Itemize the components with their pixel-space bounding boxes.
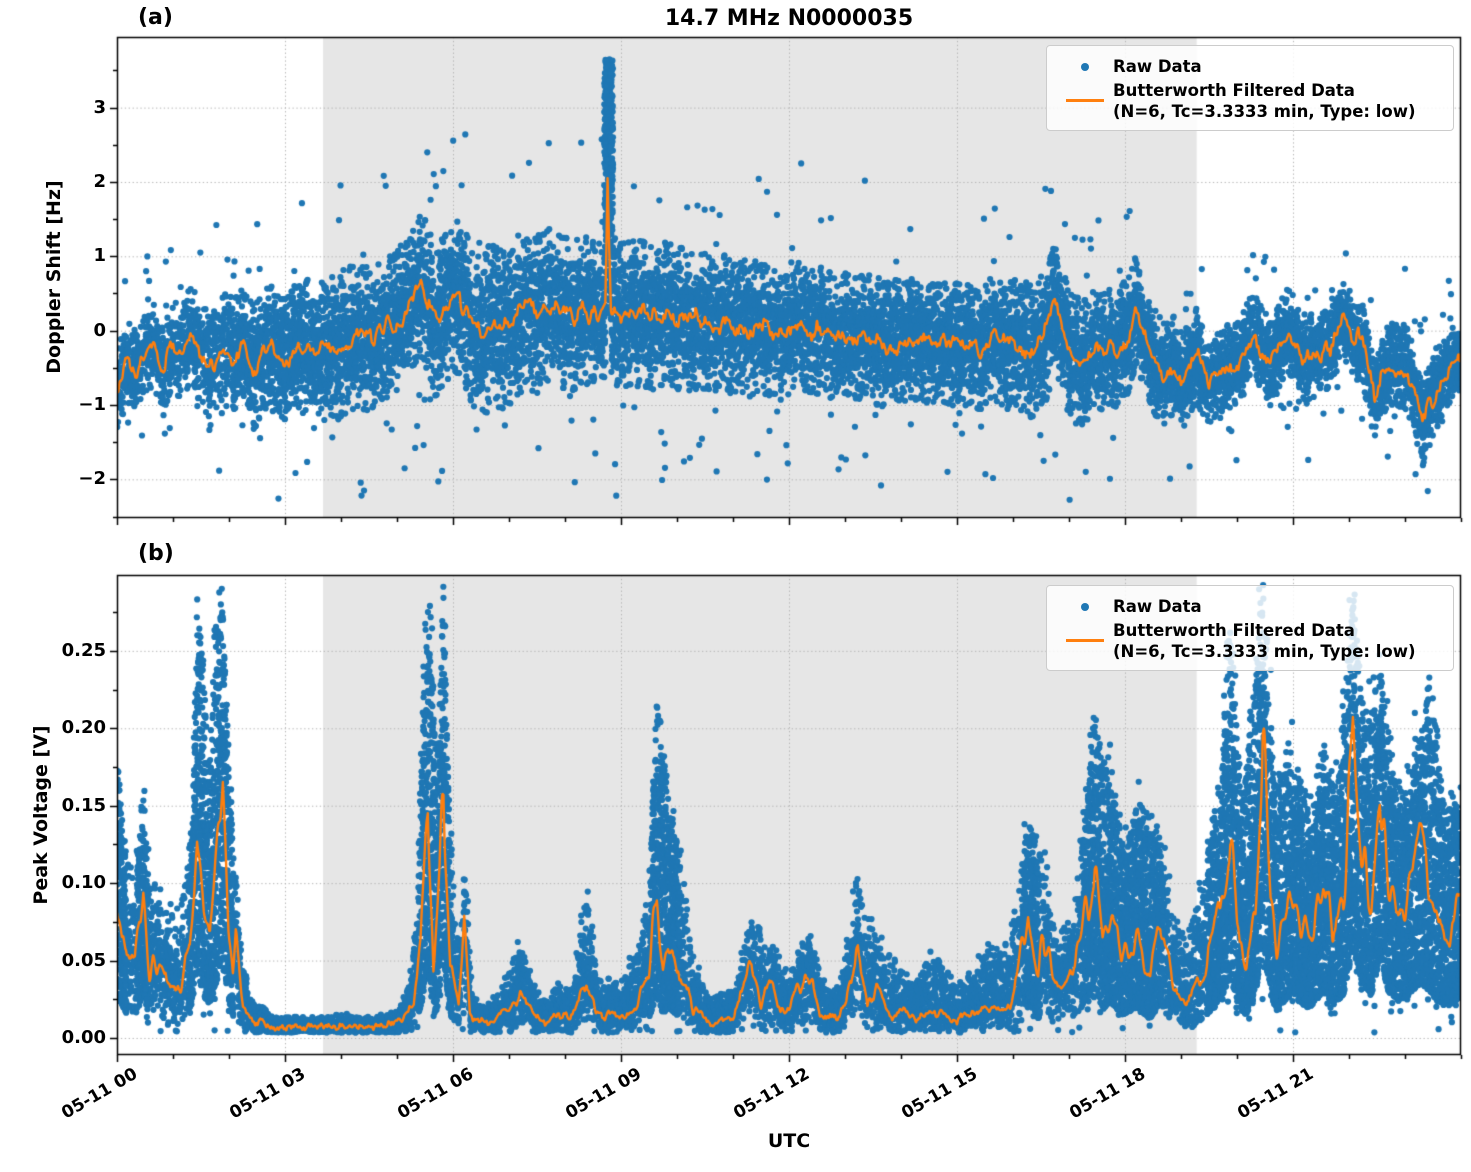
legend-raw-label: Raw Data <box>1113 597 1202 616</box>
chart-title: 14.7 MHz N0000035 <box>664 6 914 31</box>
legend-filtered-label: Butterworth Filtered Data (N=6, Tc=3.333… <box>1113 620 1416 662</box>
x-axis-label: UTC <box>767 1130 811 1152</box>
y-tick-label-b: 0.20 <box>61 717 106 739</box>
panel-a-label: (a) <box>138 5 173 30</box>
legend-filtered-line1: Butterworth Filtered Data <box>1113 621 1355 640</box>
y-tick-label-a: −1 <box>78 393 106 415</box>
y-tick-label-b: 0.25 <box>61 639 106 661</box>
y-tick-label-b: 0.00 <box>61 1026 106 1048</box>
legend-raw-label: Raw Data <box>1113 57 1202 76</box>
legend-filtered-line1: Butterworth Filtered Data <box>1113 81 1355 100</box>
y-tick-label-a: 1 <box>93 245 106 267</box>
filtered-line-icon <box>1066 639 1104 642</box>
raw-dot-icon <box>1081 63 1089 71</box>
y-tick-label-b: 0.10 <box>61 872 106 894</box>
y-tick-label-a: −2 <box>78 468 106 490</box>
legend-filtered-line2: (N=6, Tc=3.3333 min, Type: low) <box>1113 102 1416 121</box>
legend-entry-filtered: Butterworth Filtered Data (N=6, Tc=3.333… <box>1057 80 1441 122</box>
legend-entry-raw: Raw Data <box>1057 54 1441 80</box>
legend-filtered-line2: (N=6, Tc=3.3333 min, Type: low) <box>1113 642 1416 661</box>
raw-data-marker-icon <box>1057 594 1113 620</box>
y-tick-label-a: 3 <box>93 96 106 118</box>
legend-filtered-label: Butterworth Filtered Data (N=6, Tc=3.333… <box>1113 80 1416 122</box>
panel-b-label: (b) <box>138 541 174 566</box>
filtered-line-icon <box>1066 99 1104 102</box>
y-tick-label-a: 2 <box>93 170 106 192</box>
legend-entry-filtered: Butterworth Filtered Data (N=6, Tc=3.333… <box>1057 620 1441 662</box>
legend-entry-raw: Raw Data <box>1057 594 1441 620</box>
legend-panel-a: Raw Data Butterworth Filtered Data (N=6,… <box>1046 45 1454 131</box>
filtered-line-marker-icon <box>1057 80 1113 102</box>
raw-dot-icon <box>1081 603 1089 611</box>
y-tick-label-a: 0 <box>93 319 106 341</box>
filtered-line-marker-icon <box>1057 620 1113 642</box>
y-tick-label-b: 0.05 <box>61 949 106 971</box>
legend-panel-b: Raw Data Butterworth Filtered Data (N=6,… <box>1046 585 1454 671</box>
raw-data-marker-icon <box>1057 54 1113 80</box>
y-tick-label-b: 0.15 <box>61 794 106 816</box>
